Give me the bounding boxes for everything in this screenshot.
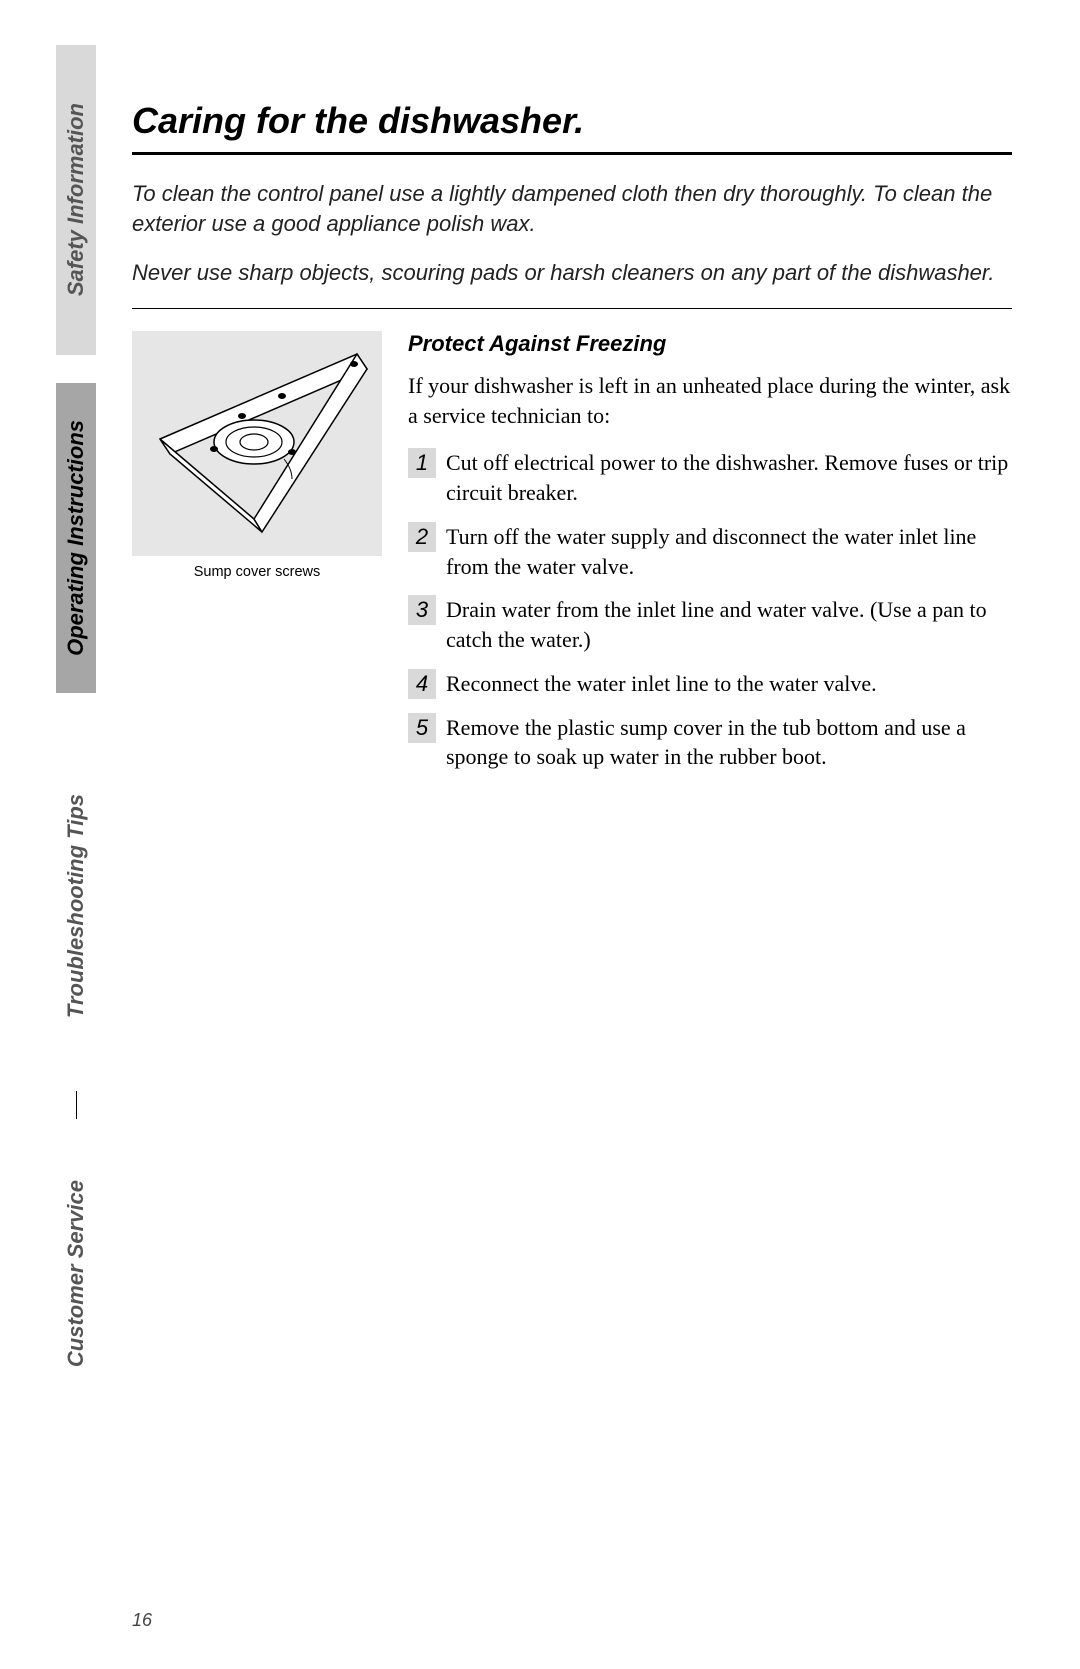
page-title: Caring for the dishwasher.: [132, 100, 1012, 155]
tab-label: Safety Information: [63, 103, 89, 296]
main-content: Caring for the dishwasher. To clean the …: [132, 100, 1012, 786]
step-number: 1: [408, 448, 436, 478]
step-number: 4: [408, 669, 436, 699]
sump-cover-illustration-icon: [142, 344, 372, 544]
section-protect-freezing: Protect Against Freezing If your dishwas…: [408, 331, 1012, 786]
step-text: Turn off the water supply and disconnect…: [446, 522, 1012, 581]
step-text: Drain water from the inlet line and wate…: [446, 595, 1012, 654]
section-divider: [132, 308, 1012, 309]
figure-caption: Sump cover screws: [132, 564, 382, 580]
figure-image: [132, 331, 382, 556]
tab-label: Operating Instructions: [63, 420, 89, 656]
step-number: 3: [408, 595, 436, 625]
step-row: 2 Turn off the water supply and disconne…: [408, 522, 1012, 581]
tab-label: Troubleshooting Tips: [63, 794, 89, 1018]
step-row: 1 Cut off electrical power to the dishwa…: [408, 448, 1012, 507]
tab-divider: [76, 1091, 77, 1119]
step-row: 4 Reconnect the water inlet line to the …: [408, 669, 1012, 699]
step-number: 2: [408, 522, 436, 552]
tab-safety-information[interactable]: Safety Information: [56, 45, 96, 355]
tab-label: Customer Service: [63, 1180, 89, 1367]
tab-customer-service[interactable]: Customer Service: [56, 1119, 96, 1429]
step-row: 5 Remove the plastic sump cover in the t…: [408, 713, 1012, 772]
intro-paragraph-2: Never use sharp objects, scouring pads o…: [132, 258, 1012, 288]
page-number: 16: [132, 1610, 152, 1631]
section-heading: Protect Against Freezing: [408, 331, 1012, 357]
step-text: Cut off electrical power to the dishwash…: [446, 448, 1012, 507]
step-number: 5: [408, 713, 436, 743]
step-text: Reconnect the water inlet line to the wa…: [446, 669, 877, 699]
figure-sump-cover: Sump cover screws: [132, 331, 382, 580]
tab-troubleshooting-tips[interactable]: Troubleshooting Tips: [56, 721, 96, 1091]
step-text: Remove the plastic sump cover in the tub…: [446, 713, 1012, 772]
two-column-layout: Sump cover screws Protect Against Freezi…: [132, 331, 1012, 786]
sidebar-tabs: Safety Information Operating Instruction…: [56, 45, 96, 1575]
intro-paragraph-1: To clean the control panel use a lightly…: [132, 179, 1012, 238]
step-row: 3 Drain water from the inlet line and wa…: [408, 595, 1012, 654]
tab-operating-instructions[interactable]: Operating Instructions: [56, 383, 96, 693]
section-lead: If your dishwasher is left in an unheate…: [408, 371, 1012, 430]
